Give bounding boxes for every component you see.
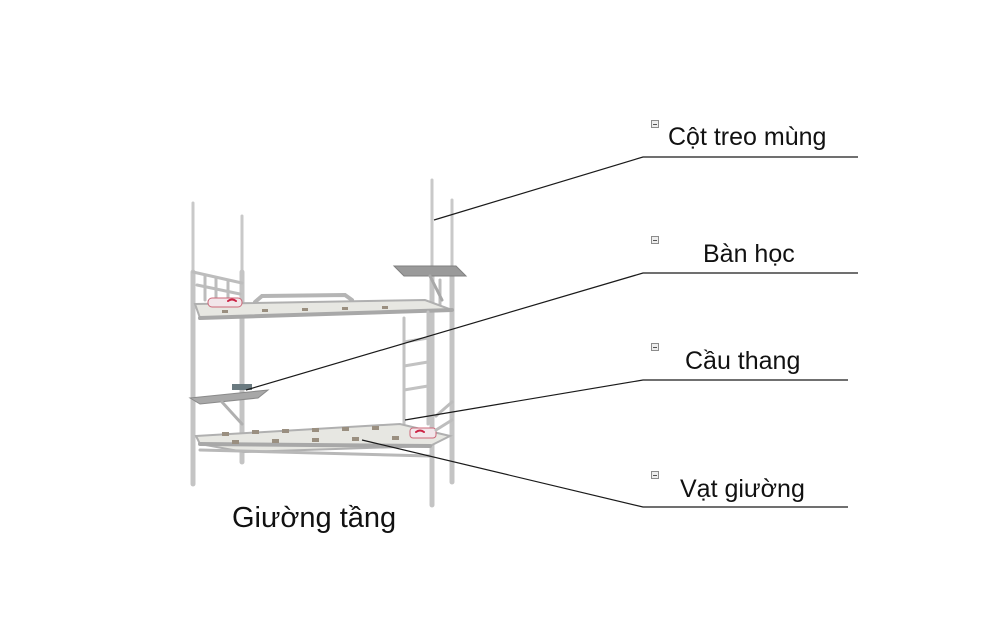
label-ban-hoc: Bàn học [703, 240, 795, 268]
leader-line-vat-giuong [361, 439, 848, 508]
lower-desk [188, 384, 270, 426]
upper-safety-rail [253, 292, 354, 304]
collapse-icon[interactable] [651, 236, 659, 244]
leader-line-cot-treo-mung [433, 156, 858, 221]
ladder [402, 310, 430, 430]
collapse-icon[interactable] [651, 120, 659, 128]
leader-lines [245, 156, 858, 508]
diagram-caption: Giường tầng [232, 502, 397, 534]
upper-desk [392, 265, 468, 302]
label-cot-treo-mung: Cột treo mùng [668, 123, 827, 151]
lower-bed-slats [194, 422, 453, 458]
label-vat-giuong: Vạt giường [680, 475, 805, 503]
upper-bed-slats [193, 297, 454, 320]
collapse-icon[interactable] [651, 343, 659, 351]
leader-line-cau-thang [404, 379, 848, 421]
label-cau-thang: Cầu thang [685, 347, 801, 375]
leader-line-ban-hoc [245, 272, 858, 391]
bunk-bed-illustration [188, 178, 468, 508]
lower-footboard [434, 400, 454, 432]
mosquito-net-poles [191, 178, 454, 274]
collapse-icon[interactable] [651, 471, 659, 479]
